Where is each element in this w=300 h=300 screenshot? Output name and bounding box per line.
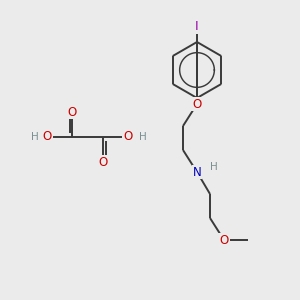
Text: O: O — [68, 106, 76, 118]
Text: H: H — [139, 132, 147, 142]
Text: H: H — [31, 132, 39, 142]
Text: O: O — [98, 155, 108, 169]
Text: H: H — [210, 162, 218, 172]
Text: O: O — [123, 130, 133, 143]
Text: O: O — [192, 98, 202, 110]
Text: N: N — [193, 166, 201, 178]
Text: O: O — [219, 233, 229, 247]
Text: I: I — [195, 20, 199, 32]
Text: O: O — [42, 130, 52, 143]
